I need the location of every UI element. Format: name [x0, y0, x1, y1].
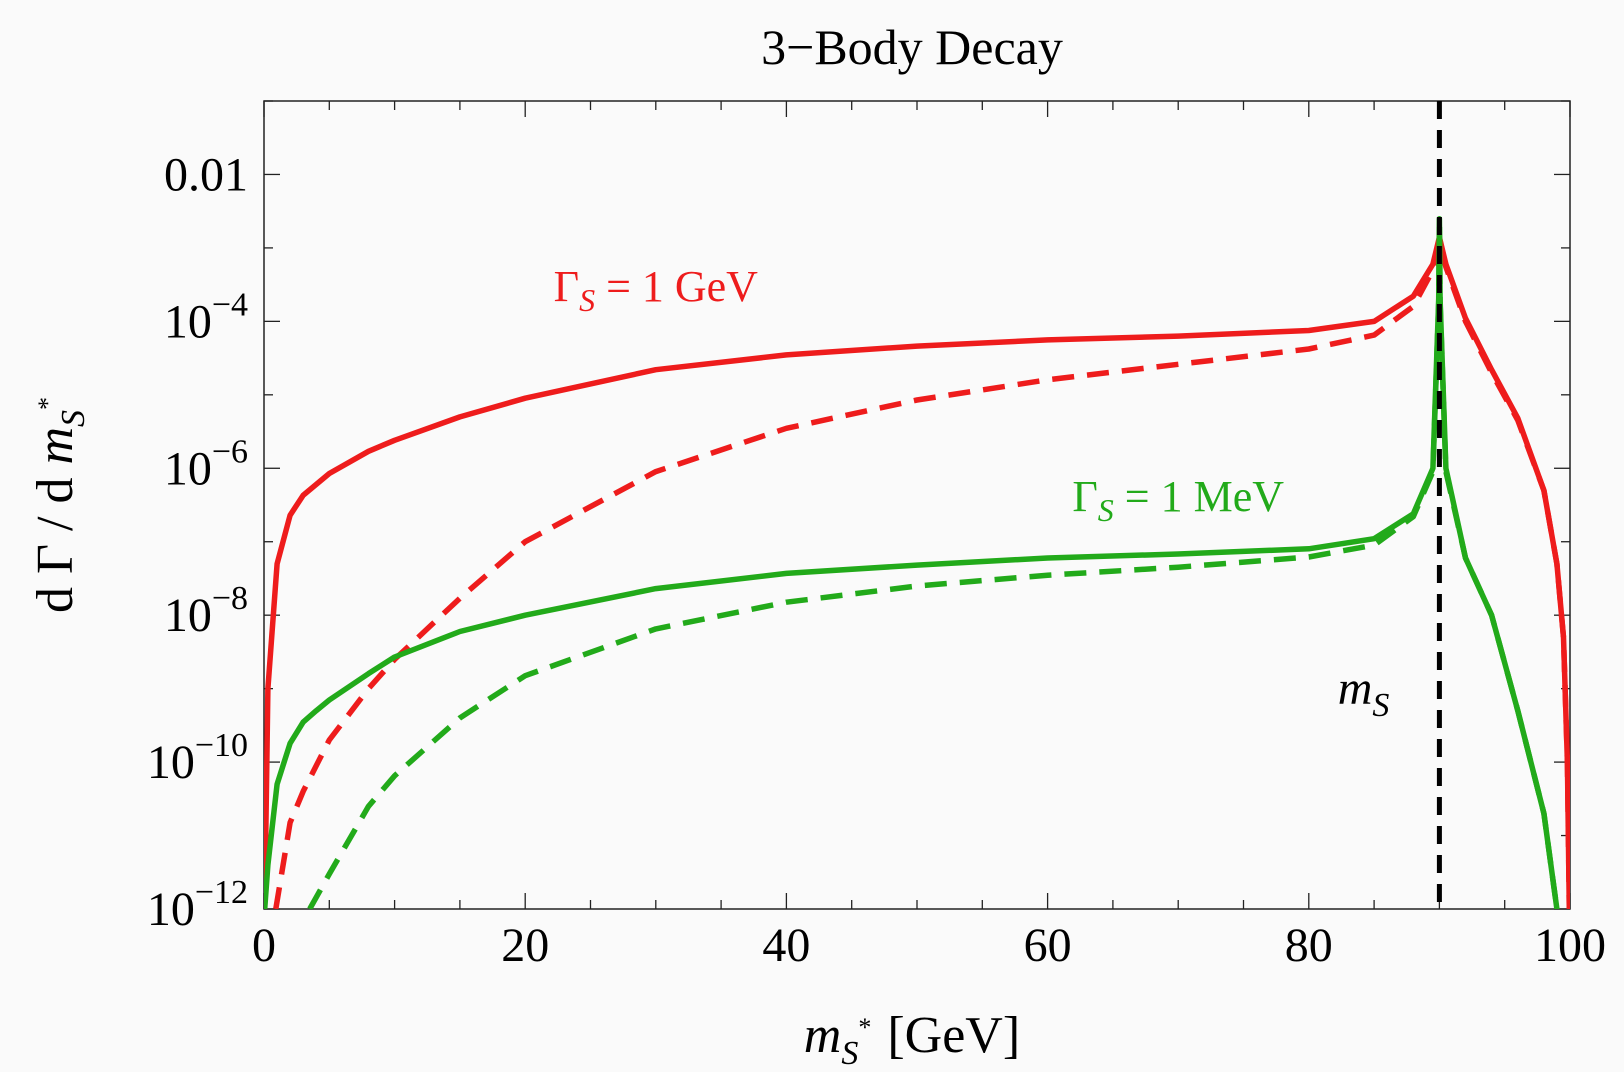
y-axis-label-sub: S: [55, 410, 92, 427]
x-tick-label: 80: [1285, 919, 1333, 972]
chart-title: 3−Body Decay: [761, 19, 1063, 75]
annotations: ΓS = 1 GeV ΓS = 1 MeV: [554, 262, 1285, 528]
series-lines: [264, 215, 1570, 909]
x-axis-label-var: m: [804, 1007, 842, 1064]
y-tick-label: 10−6: [164, 433, 248, 495]
x-tick-label: 20: [501, 919, 549, 972]
x-axis-label-unit: [GeV]: [887, 1007, 1020, 1064]
x-tick-label: 60: [1024, 919, 1072, 972]
y-axis-label: d Γ / d mS*: [27, 397, 92, 613]
y-tick-label: 10−10: [147, 727, 248, 789]
curve-label-2: ΓS = 1 MeV: [1072, 472, 1284, 528]
x-tick-label: 100: [1534, 919, 1606, 972]
ticks: [263, 100, 1571, 910]
vertical-line-label: mS: [1338, 662, 1390, 724]
series-line-4: [307, 218, 1560, 909]
curve-label-1: ΓS = 1 GeV: [554, 262, 759, 318]
y-tick-label: 10−8: [164, 580, 248, 642]
y-axis-label-sup: *: [33, 397, 62, 410]
y-axis-label-prefix: d Γ / d: [27, 465, 84, 614]
x-tick-label: 40: [762, 919, 810, 972]
tick-labels: 0 20 40 60 80 100 0.01 10−4 10−6 10−8 10−10 10−12: [147, 148, 1606, 972]
vertical-line-group: mS: [1338, 101, 1442, 909]
series-line-2: [273, 239, 1570, 909]
plot-frame: [263, 100, 1571, 910]
y-axis-label-var: m: [27, 427, 84, 465]
x-axis-label-sub: S: [841, 1035, 858, 1072]
x-axis-label: mS* [GeV]: [804, 1007, 1020, 1072]
y-tick-label: 10−4: [164, 286, 248, 348]
x-tick-label: 0: [252, 919, 276, 972]
series-line-3: [264, 215, 1560, 909]
y-tick-label: 0.01: [164, 148, 248, 201]
series-line-1: [264, 234, 1570, 909]
x-axis-label-sup: *: [858, 1013, 871, 1042]
y-tick-label: 10−12: [147, 874, 248, 936]
